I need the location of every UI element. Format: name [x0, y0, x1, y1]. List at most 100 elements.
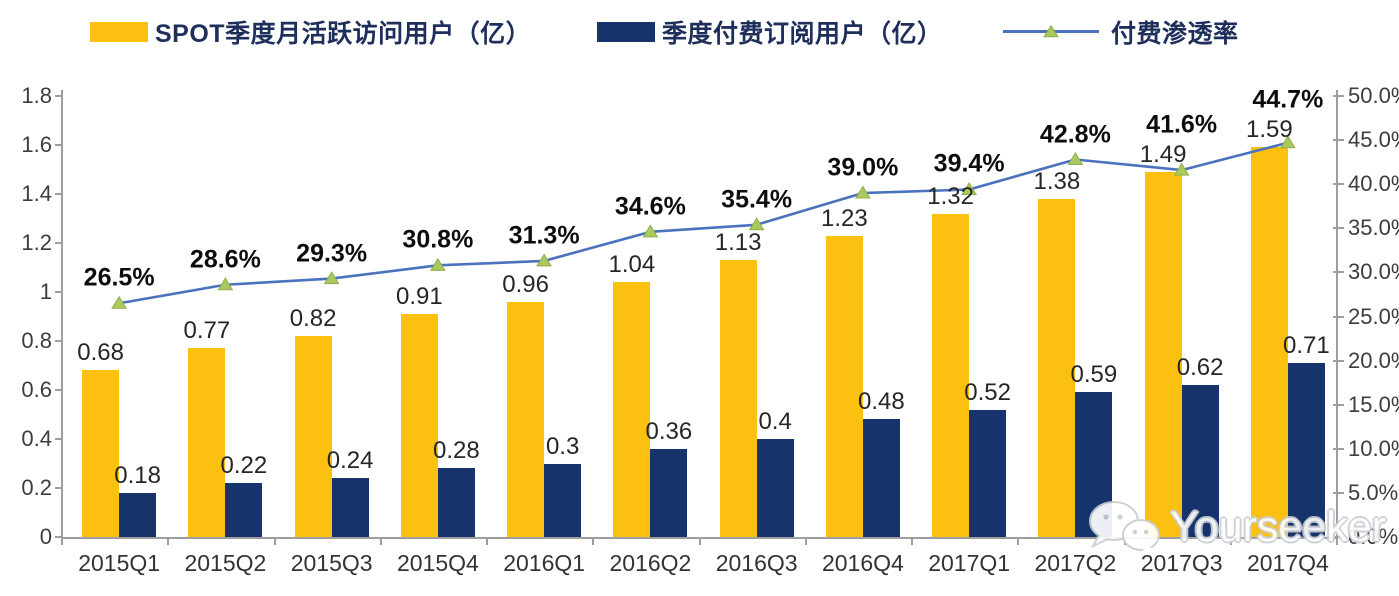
label-subs-2015Q2: 0.22 — [220, 452, 268, 480]
line-marker-2016Q4 — [854, 185, 871, 199]
label-mau-2015Q1: 0.68 — [77, 339, 124, 367]
line-marker-2015Q4 — [429, 257, 446, 271]
pct-label-2016Q1: 31.3% — [508, 221, 580, 250]
pct-label-2016Q2: 34.6% — [614, 192, 686, 221]
bar-mau-2015Q2 — [188, 348, 226, 537]
bottom-axis-tick — [1229, 537, 1232, 545]
pct-label-2016Q4: 39.0% — [827, 153, 899, 182]
left-axis-tick — [55, 193, 62, 195]
pct-label-2015Q4: 30.8% — [402, 225, 474, 254]
bottom-axis-tick — [379, 537, 382, 545]
bottom-axis-tick — [61, 537, 63, 545]
bar-mau-2015Q1 — [82, 370, 120, 537]
bar-mau-2016Q4 — [825, 235, 863, 537]
left-axis-tick-label: 0.6 — [21, 377, 52, 402]
right-axis-tick-label: 30.0% — [1348, 259, 1399, 285]
bottom-axis-tick — [486, 537, 488, 545]
left-axis-tick-label: 1.8 — [21, 83, 52, 108]
line-marker-2016Q2 — [642, 224, 659, 238]
bar-subs-2016Q2 — [650, 448, 688, 537]
bottom-axis-tick — [804, 537, 807, 545]
label-mau-2016Q4: 1.23 — [821, 204, 868, 232]
label-subs-2017Q2: 0.59 — [1070, 361, 1118, 389]
pct-label-2017Q2: 42.8% — [1039, 120, 1111, 148]
right-axis-tick — [1333, 491, 1344, 494]
label-mau-2016Q1: 0.96 — [502, 270, 549, 298]
right-axis-tick — [1333, 139, 1344, 142]
watermark-text: Yourseeker — [1170, 502, 1386, 551]
right-axis-tick-label: 10.0% — [1348, 435, 1399, 461]
subs-swatch — [597, 22, 655, 42]
label-subs-2017Q1: 0.52 — [964, 378, 1011, 406]
left-axis-tick — [55, 340, 62, 342]
bottom-axis-tick — [1336, 537, 1338, 545]
left-axis-tick — [55, 144, 62, 146]
left-axis-tick-label: 0.8 — [21, 328, 52, 353]
pct-label-2017Q1: 39.4% — [933, 149, 1005, 178]
left-axis-tick — [55, 536, 62, 538]
x-tick-2016Q2: 2016Q2 — [609, 550, 692, 576]
x-tick-2017Q1: 2017Q1 — [928, 550, 1011, 576]
bar-subs-2015Q4 — [437, 468, 475, 537]
bar-subs-2016Q1 — [544, 463, 582, 537]
left-axis-tick-label: 0.2 — [21, 475, 52, 500]
label-subs-2016Q3: 0.4 — [758, 408, 792, 435]
penetration-line-swatch — [1003, 24, 1099, 38]
label-mau-2017Q4: 1.59 — [1246, 116, 1293, 144]
bar-subs-2015Q1 — [119, 492, 157, 537]
pct-label-2015Q2: 28.6% — [189, 245, 261, 274]
bar-mau-2016Q1 — [507, 301, 545, 537]
bar-mau-2015Q3 — [294, 336, 332, 537]
bar-subs-2017Q1 — [969, 409, 1007, 537]
legend-label-subs: 季度付费订阅用户（亿） — [662, 20, 943, 48]
right-axis-tick-label: 50.0% — [1348, 83, 1399, 108]
left-axis-tick-label: 1 — [39, 279, 52, 304]
x-tick-2017Q2: 2017Q2 — [1034, 550, 1117, 576]
pct-label-2015Q1: 26.5% — [83, 263, 155, 292]
right-axis-line — [1336, 90, 1338, 537]
left-axis-tick — [55, 389, 62, 391]
label-subs-2016Q2: 0.36 — [645, 417, 693, 445]
x-tick-2016Q3: 2016Q3 — [715, 550, 798, 576]
x-tick-2015Q4: 2015Q4 — [396, 550, 479, 576]
label-subs-2015Q1: 0.18 — [114, 461, 161, 489]
pct-label-2016Q3: 35.4% — [721, 185, 793, 214]
legend-item-subs: 季度付费订阅用户（亿） — [597, 19, 943, 48]
bar-subs-2015Q3 — [331, 478, 369, 537]
label-mau-2017Q2: 1.38 — [1033, 167, 1081, 195]
right-axis-tick — [1333, 403, 1344, 406]
left-axis-tick-label: 0.4 — [21, 426, 52, 451]
label-mau-2017Q1: 1.32 — [927, 182, 974, 210]
pct-label-2015Q3: 29.3% — [296, 239, 368, 268]
pct-label-2017Q3: 41.6% — [1146, 110, 1218, 139]
label-subs-2016Q1: 0.3 — [545, 432, 580, 460]
right-axis-tick — [1333, 183, 1344, 186]
bottom-axis-tick — [911, 537, 913, 545]
bar-subs-2015Q2 — [225, 483, 263, 537]
x-tick-2015Q3: 2015Q3 — [290, 550, 373, 576]
bar-mau-2017Q1 — [932, 213, 970, 537]
left-axis-tick — [55, 438, 62, 440]
legend-item-penetration: 付费渗透率 — [1003, 19, 1239, 48]
right-axis-tick-label: 15.0% — [1348, 391, 1399, 417]
right-axis-tick — [1333, 359, 1344, 362]
right-axis-tick — [1333, 95, 1344, 97]
line-marker-2016Q1 — [536, 253, 553, 267]
line-marker-2015Q3 — [323, 271, 340, 285]
label-subs-2017Q4: 0.71 — [1283, 332, 1330, 360]
bar-subs-2016Q4 — [862, 419, 900, 537]
mau-swatch — [90, 22, 148, 42]
wechat-icon — [1089, 501, 1160, 555]
pct-label-2017Q4: 44.7% — [1252, 85, 1324, 114]
triangle-marker-icon — [1043, 24, 1059, 38]
bar-mau-2016Q3 — [719, 260, 757, 537]
x-tick-2017Q4: 2017Q4 — [1246, 550, 1329, 576]
right-axis-tick-label: 20.0% — [1348, 347, 1399, 373]
label-mau-2015Q4: 0.91 — [396, 283, 443, 311]
right-axis-tick — [1333, 227, 1344, 230]
right-axis-tick — [1333, 315, 1344, 318]
x-tick-2015Q1: 2015Q1 — [78, 550, 161, 576]
bar-subs-2016Q3 — [756, 439, 794, 537]
left-axis-tick-label: 1.4 — [21, 181, 52, 206]
